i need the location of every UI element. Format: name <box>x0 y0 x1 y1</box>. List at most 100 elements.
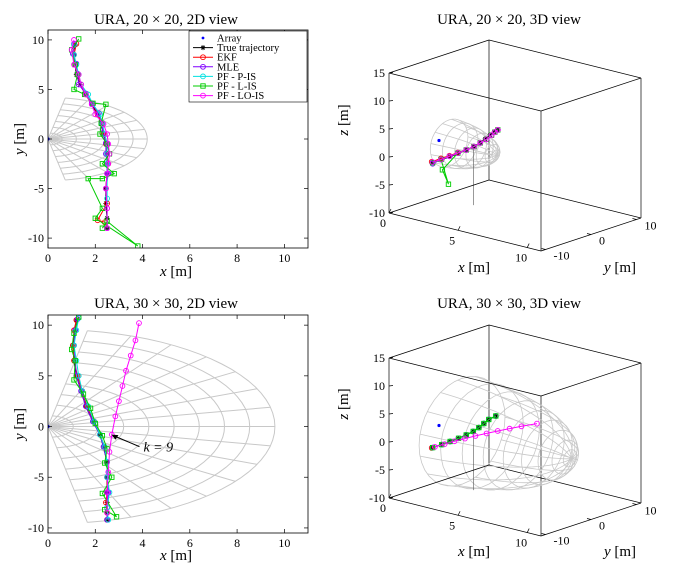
z-tick <box>388 413 394 415</box>
series-line-lis <box>71 38 139 247</box>
data-point <box>534 420 540 427</box>
legend-label: PF - LO-IS <box>217 91 264 102</box>
x-tick <box>457 226 461 231</box>
y-tick-label: 0 <box>38 420 44 434</box>
x-tick <box>388 493 392 499</box>
data-point <box>483 430 490 437</box>
data-point <box>105 141 112 147</box>
annotation-arrow-line <box>113 435 140 448</box>
beam-mesh <box>48 330 276 523</box>
data-point <box>88 101 95 108</box>
legend-label: PF - P-IS <box>217 72 256 83</box>
legend-label: MLE <box>217 62 239 73</box>
data-point <box>105 516 112 523</box>
data-point <box>486 416 492 423</box>
beam-meridian <box>475 376 573 459</box>
data-point <box>135 243 141 248</box>
beam-spoke <box>48 138 88 178</box>
y-tick-label: 10 <box>32 33 44 47</box>
beam-spoke <box>48 128 145 140</box>
data-point <box>72 357 78 364</box>
y-tick <box>541 533 546 535</box>
legend-entry-array: Array <box>201 34 242 45</box>
data-point <box>482 136 488 142</box>
axes-frame <box>47 314 309 534</box>
legend-label: True trajectory <box>217 43 280 54</box>
data-point <box>200 73 206 80</box>
x-tick-label: 10 <box>278 536 290 550</box>
data-point <box>471 143 477 150</box>
beam-spoke <box>48 97 66 140</box>
beam-meridian <box>504 416 579 460</box>
data-point <box>103 200 109 206</box>
data-point <box>454 150 461 156</box>
data-point <box>109 474 115 480</box>
data-point <box>68 346 75 353</box>
data-point <box>99 433 106 439</box>
y-tick-label: 10 <box>644 219 656 233</box>
data-point <box>429 159 436 165</box>
data-point <box>79 388 86 394</box>
z-tick <box>388 497 394 499</box>
data-point <box>472 433 479 439</box>
beam-spoke <box>48 100 88 140</box>
y-tick-label: -5 <box>34 470 44 484</box>
y-axis-label: y [m] <box>602 544 636 560</box>
data-point <box>104 170 110 177</box>
beam-ring <box>418 376 506 487</box>
legend-entry-lis: PF - L-IS <box>193 82 257 93</box>
data-point <box>518 423 525 430</box>
y-tick-label: 10 <box>32 318 44 332</box>
x-tick-label: 0 <box>380 216 386 230</box>
beam-mesh <box>48 97 148 181</box>
beam-mesh <box>418 376 579 491</box>
data-point <box>439 167 446 173</box>
x-tick-label: 10 <box>278 251 290 265</box>
x-tick <box>457 511 461 516</box>
y-tick-label: -10 <box>554 249 570 263</box>
data-point <box>92 111 99 118</box>
y-tick <box>632 503 637 505</box>
data-point <box>470 428 476 435</box>
z-tick-label: 5 <box>379 122 385 136</box>
z-tick-label: 0 <box>379 150 385 164</box>
beam-ring <box>461 391 540 491</box>
z-tick <box>388 212 394 214</box>
z-tick-label: 10 <box>373 379 385 393</box>
data-point <box>445 181 452 187</box>
data-point <box>200 83 206 89</box>
z-tick <box>388 184 394 186</box>
y-tick-label: 0 <box>599 234 605 248</box>
beam-spoke <box>48 426 132 518</box>
data-point <box>71 37 77 43</box>
beam-spoke <box>48 426 207 497</box>
data-point <box>92 215 98 221</box>
beam-spoke <box>48 119 137 140</box>
y-tick <box>632 218 637 220</box>
data-point <box>75 71 82 78</box>
data-point <box>446 153 453 160</box>
z-axis-label: z [m] <box>336 104 352 136</box>
data-point <box>201 36 205 40</box>
x-axis-label: x [m] <box>159 264 192 280</box>
data-point <box>104 225 110 232</box>
data-point <box>87 405 94 411</box>
legend-entry-true: True trajectory <box>193 43 280 54</box>
y-tick-label: -10 <box>28 231 44 245</box>
x-tick-label: 10 <box>515 536 527 550</box>
box-edge <box>388 497 542 537</box>
data-point <box>75 372 82 379</box>
x-tick-label: 8 <box>234 251 240 265</box>
beam-meridian <box>427 458 572 481</box>
beam-meridian <box>457 379 573 459</box>
z-tick-label: 15 <box>373 351 385 365</box>
data-point <box>97 131 103 137</box>
beam-ring <box>429 118 469 168</box>
y-tick-label: -5 <box>34 182 44 196</box>
z-tick-label: -10 <box>369 206 385 220</box>
x-tick-label: 4 <box>140 251 146 265</box>
data-point <box>111 171 117 177</box>
data-point <box>99 161 106 167</box>
